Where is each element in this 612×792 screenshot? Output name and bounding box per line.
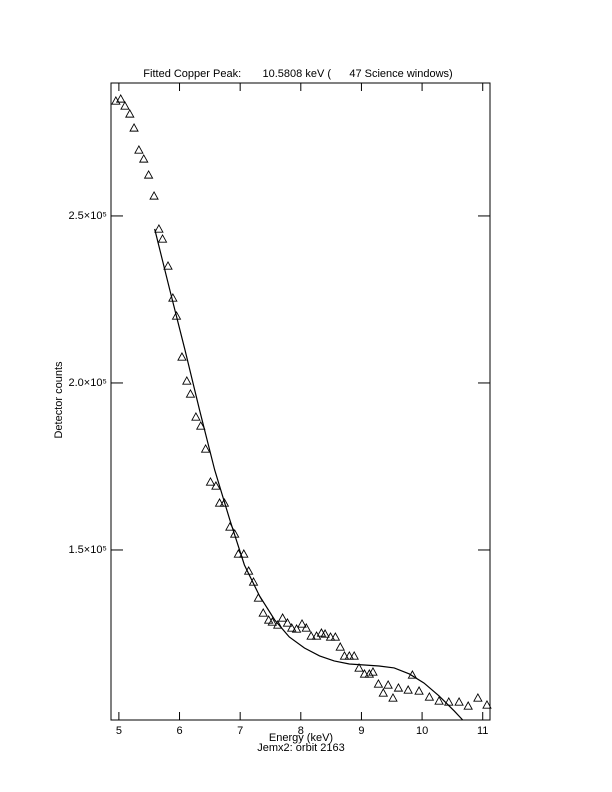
data-point xyxy=(277,613,288,622)
data-point xyxy=(482,700,492,709)
data-point xyxy=(354,663,364,672)
data-point xyxy=(306,631,316,640)
data-point xyxy=(129,123,139,132)
data-point xyxy=(473,693,483,702)
x-tick-label: 8 xyxy=(298,725,304,737)
data-point xyxy=(177,352,187,361)
data-point xyxy=(120,101,130,110)
data-point xyxy=(219,498,230,507)
data-point xyxy=(359,669,370,678)
chart-title: Fitted Copper Peak: 10.5808 keV ( 47 Sci… xyxy=(143,68,452,80)
data-point xyxy=(368,667,378,676)
plot-frame xyxy=(110,82,491,721)
data-point xyxy=(263,615,274,624)
data-point xyxy=(383,680,393,689)
x-axis-label: Energy (keV) xyxy=(269,732,333,744)
data-point xyxy=(267,617,278,626)
data-point xyxy=(214,498,225,507)
data-point xyxy=(138,153,149,163)
x-tick-label: 5 xyxy=(116,725,122,737)
data-point xyxy=(258,608,268,617)
data-point xyxy=(200,444,211,453)
data-point xyxy=(393,683,404,692)
data-point xyxy=(335,642,345,651)
x-tick-label: 7 xyxy=(237,725,243,737)
data-point xyxy=(349,651,359,660)
data-point xyxy=(414,686,424,695)
subtitle: Jemx2: orbit 2163 xyxy=(257,742,344,754)
data-point xyxy=(239,549,249,558)
data-point xyxy=(229,529,240,538)
data-point xyxy=(149,191,159,200)
y-axis-label: Detector counts xyxy=(53,361,65,439)
data-point xyxy=(325,632,336,641)
y-tick-label: 1.5×10⁵ xyxy=(68,544,107,556)
data-point xyxy=(330,632,341,641)
data-point xyxy=(286,623,297,632)
data-point xyxy=(143,169,154,179)
data-point xyxy=(154,224,164,233)
data-point xyxy=(339,651,350,660)
data-point xyxy=(434,696,444,705)
data-point xyxy=(205,477,216,486)
data-point xyxy=(454,697,464,706)
data-point xyxy=(195,421,206,430)
data-point xyxy=(115,94,126,103)
data-point xyxy=(297,619,307,628)
fit-curve xyxy=(154,228,464,721)
data-point xyxy=(282,618,293,627)
data-point xyxy=(191,412,201,421)
data-point xyxy=(344,651,355,660)
data-point xyxy=(373,679,384,688)
data-point xyxy=(463,701,473,710)
data-point xyxy=(171,311,182,320)
data-point xyxy=(403,685,413,694)
data-point xyxy=(163,261,173,270)
x-tick-label: 6 xyxy=(176,725,182,737)
data-point xyxy=(364,669,375,678)
data-point xyxy=(444,697,454,706)
data-point xyxy=(424,692,435,701)
data-point xyxy=(134,145,144,154)
data-point xyxy=(248,577,259,586)
x-tick-label: 9 xyxy=(358,725,364,737)
data-point xyxy=(311,631,322,640)
data-point xyxy=(157,234,168,243)
y-tick-label: 2.0×10⁵ xyxy=(68,377,107,389)
data-point xyxy=(211,481,221,490)
data-point xyxy=(291,624,302,633)
data-point xyxy=(185,389,196,398)
y-tick-label: 2.5×10⁵ xyxy=(68,210,107,222)
data-point xyxy=(388,693,398,702)
data-point xyxy=(378,688,389,697)
x-tick-label: 11 xyxy=(477,725,488,737)
data-point xyxy=(125,109,135,118)
x-tick-label: 10 xyxy=(416,725,428,737)
data-point xyxy=(320,629,330,638)
data-point xyxy=(182,376,192,385)
data-point xyxy=(301,623,312,632)
data-point xyxy=(272,620,283,629)
